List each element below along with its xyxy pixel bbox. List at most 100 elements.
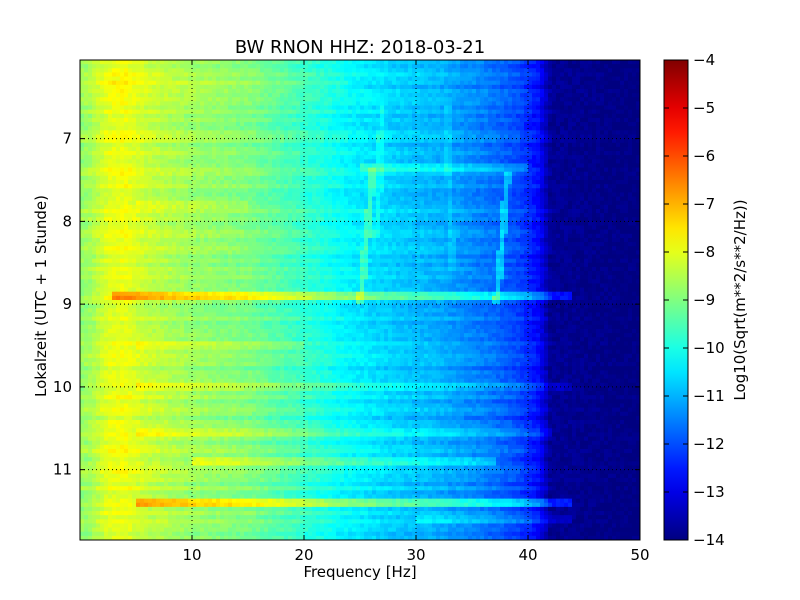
heatmap-cell: [104, 105, 109, 111]
heatmap-cell: [344, 97, 349, 102]
heatmap-cell: [568, 188, 573, 194]
heatmap-cell: [84, 188, 89, 194]
heatmap-cell: [496, 68, 501, 74]
heatmap-cell: [204, 180, 209, 185]
heatmap-cell: [464, 163, 469, 169]
heatmap-cell: [436, 151, 441, 156]
heatmap-cell: [240, 192, 245, 198]
heatmap-cell: [340, 134, 345, 140]
heatmap-cell: [112, 155, 117, 160]
heatmap-cell: [492, 184, 497, 189]
heatmap-cell: [196, 200, 201, 206]
heatmap-cell: [568, 196, 573, 202]
heatmap-cell: [204, 196, 209, 202]
heatmap-cell: [468, 113, 473, 119]
heatmap-cell: [160, 88, 165, 94]
heatmap-cell: [504, 76, 509, 82]
heatmap-cell: [184, 159, 189, 165]
heatmap-cell: [396, 159, 401, 165]
heatmap-cell: [296, 155, 301, 160]
heatmap-cell: [432, 105, 437, 111]
heatmap-cell: [484, 200, 489, 206]
heatmap-cell: [408, 134, 413, 140]
heatmap-cell: [316, 88, 321, 94]
heatmap-cell: [244, 64, 249, 69]
heatmap-cell: [268, 184, 273, 189]
heatmap-cell: [272, 68, 277, 74]
heatmap-cell: [108, 171, 113, 177]
heatmap-cell: [532, 88, 537, 94]
heatmap-cell: [160, 117, 165, 123]
heatmap-cell: [196, 80, 201, 86]
heatmap-cell: [452, 84, 457, 90]
heatmap-cell: [472, 142, 477, 148]
heatmap-cell: [412, 113, 417, 119]
heatmap-cell: [88, 184, 93, 189]
heatmap-cell: [448, 196, 453, 202]
heatmap-cell: [504, 184, 509, 189]
heatmap-cell: [156, 109, 161, 115]
heatmap-cell: [180, 204, 185, 210]
heatmap-cell: [104, 184, 109, 189]
heatmap-cell: [524, 155, 529, 160]
heatmap-cell: [616, 192, 621, 198]
heatmap-cell: [240, 151, 245, 156]
heatmap-cell: [92, 184, 97, 189]
heatmap-cell: [448, 192, 453, 198]
heatmap-cell: [636, 142, 640, 148]
heatmap-cell: [456, 80, 461, 86]
heatmap-cell: [208, 159, 213, 165]
heatmap-cell: [240, 196, 245, 202]
heatmap-cell: [456, 138, 461, 144]
heatmap-cell: [160, 184, 165, 189]
heatmap-cell: [164, 101, 169, 107]
heatmap-cell: [352, 175, 357, 181]
heatmap-cell: [608, 155, 613, 160]
heatmap-cell: [276, 200, 281, 206]
heatmap-cell: [132, 109, 137, 115]
heatmap-cell: [308, 76, 313, 82]
heatmap-cell: [572, 113, 577, 119]
heatmap-cell: [324, 113, 329, 119]
heatmap-cell: [480, 80, 485, 86]
heatmap-cell: [632, 171, 637, 177]
heatmap-cell: [312, 175, 317, 181]
heatmap-cell: [464, 84, 469, 90]
heatmap-cell: [84, 88, 89, 94]
heatmap-cell: [408, 192, 413, 198]
heatmap-cell: [392, 72, 397, 78]
heatmap-cell: [332, 142, 337, 148]
heatmap-cell: [380, 105, 385, 111]
heatmap-cell: [192, 192, 197, 198]
heatmap-cell: [180, 122, 185, 127]
heatmap-cell: [184, 134, 189, 140]
heatmap-cell: [148, 68, 153, 74]
heatmap-cell: [504, 163, 509, 169]
heatmap-cell: [360, 184, 365, 189]
heatmap-cell: [460, 138, 465, 144]
heatmap-cell: [224, 204, 229, 210]
heatmap-cell: [196, 188, 201, 194]
heatmap-cell: [208, 192, 213, 198]
heatmap-cell: [116, 159, 121, 165]
heatmap-cell: [500, 122, 505, 127]
heatmap-cell: [232, 126, 237, 131]
heatmap-cell: [228, 93, 233, 98]
heatmap-cell: [240, 97, 245, 102]
heatmap-cell: [436, 146, 441, 152]
heatmap-cell: [524, 68, 529, 74]
heatmap-cell: [132, 188, 137, 194]
heatmap-cell: [368, 122, 373, 127]
heatmap-cell: [104, 159, 109, 165]
heatmap-cell: [240, 76, 245, 82]
heatmap-cell: [320, 184, 325, 189]
heatmap-cell: [624, 146, 629, 152]
heatmap-cell: [188, 134, 193, 140]
heatmap-cell: [408, 146, 413, 152]
heatmap-cell: [456, 97, 461, 102]
heatmap-cell: [564, 60, 569, 65]
heatmap-cell: [432, 184, 437, 189]
heatmap-cell: [464, 175, 469, 181]
heatmap-cell: [220, 180, 225, 185]
heatmap-cell: [628, 142, 633, 148]
